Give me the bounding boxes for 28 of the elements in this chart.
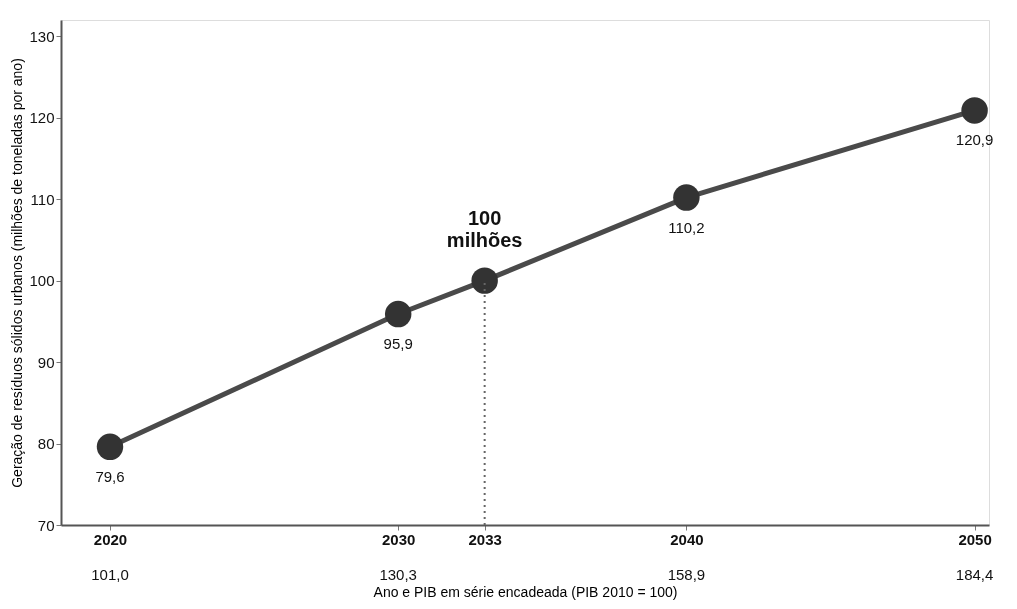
- y-tick-label: 70: [37, 516, 55, 534]
- x-axis-title: Ano e PIB em série encadeada (PIB 2010 = 100): [373, 583, 678, 600]
- text: 184,4: [955, 566, 994, 583]
- y-tick-label: 130: [29, 27, 55, 45]
- data-label: 110,2: [668, 218, 705, 236]
- x-tick-label: 2050: [958, 530, 992, 548]
- y-tick-label: 100: [29, 272, 55, 290]
- y-tick-label: 120: [29, 109, 55, 127]
- text: 158,9: [667, 566, 706, 583]
- point: [96, 433, 124, 461]
- y-tick-label: 90: [37, 353, 55, 371]
- x-tick-label: 2030: [382, 530, 416, 548]
- x-tick-label: 2040: [670, 530, 704, 548]
- point: [961, 97, 988, 124]
- point: [673, 184, 700, 211]
- text: 101,0: [91, 566, 129, 583]
- text: 130,3: [379, 566, 417, 583]
- y-tick-label: 110: [30, 190, 55, 208]
- y-axis-title: Geração de resíduos sólidos urbanos (milhões de toneladas por ano): [9, 58, 26, 488]
- data-label: 95,9: [383, 335, 413, 353]
- annotation: 100 milhões: [446, 206, 523, 251]
- point: [384, 300, 412, 328]
- point: [471, 267, 498, 294]
- data-label: 120,9: [955, 131, 994, 149]
- y-tick-label: 80: [37, 435, 55, 453]
- data-label: 79,6: [95, 467, 125, 485]
- x-tick-label: 2033: [468, 530, 502, 548]
- x-tick-label: 2020: [93, 530, 128, 548]
